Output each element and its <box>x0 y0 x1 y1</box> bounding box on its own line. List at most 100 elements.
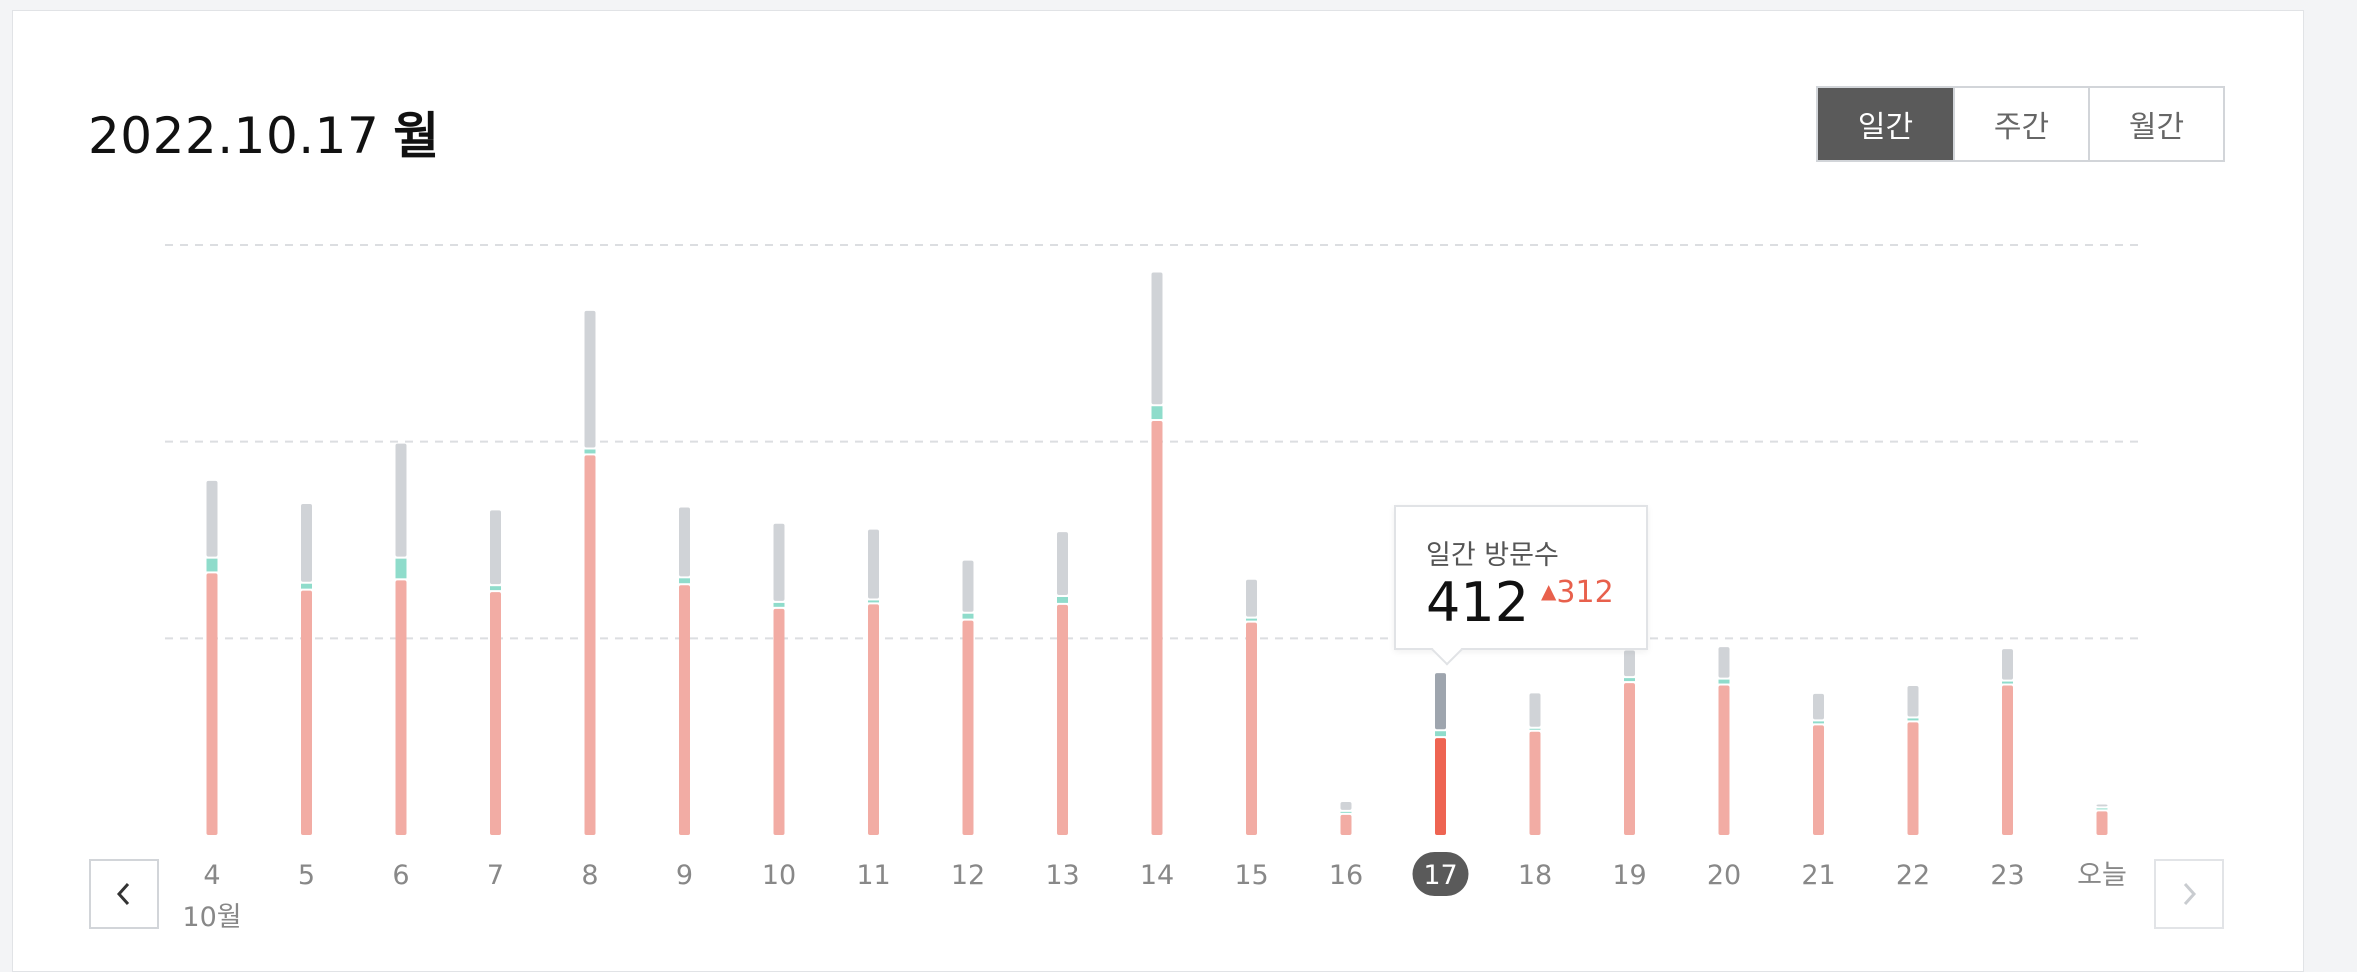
bar-segment-mid-5 <box>679 578 690 584</box>
x-tick-label-9[interactable]: 13 <box>1045 860 1079 891</box>
bar-segment-mid-8 <box>962 613 974 619</box>
x-tick-label-7[interactable]: 11 <box>856 860 890 891</box>
bar-segment-mid-20 <box>2096 808 2108 810</box>
bar-segment-top-7 <box>868 529 879 599</box>
tooltip-delta: ▲312 <box>1541 575 1614 610</box>
bar-segment-mid-7 <box>868 600 879 603</box>
bar-segment-mid-18 <box>1907 718 1919 721</box>
bar-segment-top-15 <box>1624 650 1635 677</box>
bar-visits-20[interactable] <box>2096 811 2108 835</box>
bar-visits-4[interactable] <box>584 455 596 835</box>
bar-segment-mid-13 <box>1435 731 1446 737</box>
period-tabs: 일간 주간 월간 <box>1816 86 2225 162</box>
x-tick-label-4[interactable]: 8 <box>581 860 598 891</box>
bar-visits-8[interactable] <box>962 620 974 835</box>
bar-segment-mid-17 <box>1813 721 1824 724</box>
tab-daily[interactable]: 일간 <box>1818 88 1953 160</box>
bar-visits-0[interactable] <box>206 573 218 835</box>
x-tick-label-2[interactable]: 6 <box>392 860 409 891</box>
bar-visits-3[interactable] <box>490 592 501 835</box>
bar-segment-top-5 <box>679 507 690 577</box>
x-tick-label-8[interactable]: 12 <box>951 860 985 891</box>
x-tick-label-16[interactable]: 20 <box>1707 860 1741 891</box>
bar-visits-19[interactable] <box>2002 685 2013 835</box>
bar-visits-2[interactable] <box>395 580 407 835</box>
bar-segment-top-6 <box>773 523 785 601</box>
bar-segment-mid-12 <box>1340 811 1352 813</box>
bar-segment-top-18 <box>1907 685 1919 717</box>
bar-visits-11[interactable] <box>1246 622 1257 835</box>
tooltip-value: 412 <box>1426 571 1530 634</box>
x-tick-label-14[interactable]: 18 <box>1518 860 1552 891</box>
x-tick-label-6[interactable]: 10 <box>762 860 796 891</box>
bar-segment-mid-6 <box>773 602 785 607</box>
bar-segment-mid-15 <box>1624 678 1635 682</box>
bar-visits-18[interactable] <box>1907 722 1919 835</box>
bar-segment-top-12 <box>1340 801 1352 810</box>
bar-segment-mid-4 <box>584 449 596 454</box>
bar-segment-top-14 <box>1529 693 1541 727</box>
tab-monthly[interactable]: 월간 <box>2088 88 2223 160</box>
chevron-left-icon <box>116 882 130 906</box>
bar-visits-13[interactable] <box>1435 738 1446 835</box>
prev-period-button[interactable] <box>89 859 159 929</box>
bar-segment-top-2 <box>395 443 407 557</box>
bar-segment-mid-2 <box>395 558 407 579</box>
x-tick-label-10[interactable]: 14 <box>1140 860 1174 891</box>
x-tick-label-12[interactable]: 16 <box>1329 860 1363 891</box>
bar-segment-top-11 <box>1246 579 1257 617</box>
bar-visits-7[interactable] <box>868 604 879 835</box>
selected-day-badge <box>1412 852 1469 896</box>
bar-segment-top-19 <box>2002 649 2013 680</box>
x-tick-label-19[interactable]: 23 <box>1990 860 2024 891</box>
selected-date-title: 2022.10.17 월 <box>88 96 440 168</box>
x-tick-label-18[interactable]: 22 <box>1896 860 1930 891</box>
bar-visits-9[interactable] <box>1057 604 1068 835</box>
bar-segment-top-9 <box>1057 532 1068 595</box>
tooltip-label: 일간 방문수 <box>1426 540 1559 571</box>
bar-segment-mid-9 <box>1057 597 1068 603</box>
bar-segment-mid-19 <box>2002 681 2013 684</box>
bar-visits-15[interactable] <box>1624 683 1635 835</box>
x-tick-label-0[interactable]: 4 <box>203 860 220 891</box>
bar-segment-top-8 <box>962 560 974 612</box>
x-tick-label-3[interactable]: 7 <box>487 860 504 891</box>
chevron-right-icon <box>2183 882 2197 906</box>
x-tick-label-20[interactable]: 오늘 <box>2077 860 2127 891</box>
x-tick-label-1[interactable]: 5 <box>298 860 315 891</box>
bar-segment-top-17 <box>1813 693 1824 720</box>
next-period-button[interactable] <box>2154 859 2224 929</box>
bar-visits-1[interactable] <box>301 590 312 835</box>
bar-segment-top-16 <box>1718 647 1730 678</box>
bar-segment-top-20 <box>2096 804 2108 807</box>
bar-segment-top-13 <box>1435 673 1446 730</box>
bar-segment-mid-10 <box>1151 406 1163 420</box>
bar-segment-mid-14 <box>1529 728 1541 730</box>
bar-visits-6[interactable] <box>773 608 785 835</box>
x-tick-label-15[interactable]: 19 <box>1612 860 1646 891</box>
bar-visits-16[interactable] <box>1718 685 1730 835</box>
bar-visits-17[interactable] <box>1813 725 1824 835</box>
bar-segment-mid-3 <box>490 586 501 591</box>
bar-visits-5[interactable] <box>679 585 690 835</box>
tooltip-delta-value: 312 <box>1556 575 1614 610</box>
x-tick-label-13[interactable]: 17 <box>1423 860 1457 891</box>
visit-tooltip: 일간 방문수 412 ▲312 <box>1394 505 1648 650</box>
bar-segment-mid-0 <box>206 558 218 572</box>
selected-date: 2022.10.17 <box>88 107 380 165</box>
bar-segment-top-3 <box>490 510 501 585</box>
bar-visits-10[interactable] <box>1151 421 1163 835</box>
x-tick-label-5[interactable]: 9 <box>676 860 693 891</box>
bar-visits-14[interactable] <box>1529 731 1541 835</box>
bar-segment-mid-1 <box>301 583 312 589</box>
bar-segment-mid-16 <box>1718 679 1730 684</box>
bar-segment-top-10 <box>1151 272 1163 405</box>
bar-visits-12[interactable] <box>1340 814 1352 835</box>
month-label: 10월 <box>182 902 241 933</box>
bar-segment-top-4 <box>584 310 596 448</box>
x-tick-label-17[interactable]: 21 <box>1801 860 1835 891</box>
x-tick-label-11[interactable]: 15 <box>1234 860 1268 891</box>
up-triangle-icon: ▲ <box>1541 579 1557 603</box>
tab-weekly[interactable]: 주간 <box>1953 88 2088 160</box>
